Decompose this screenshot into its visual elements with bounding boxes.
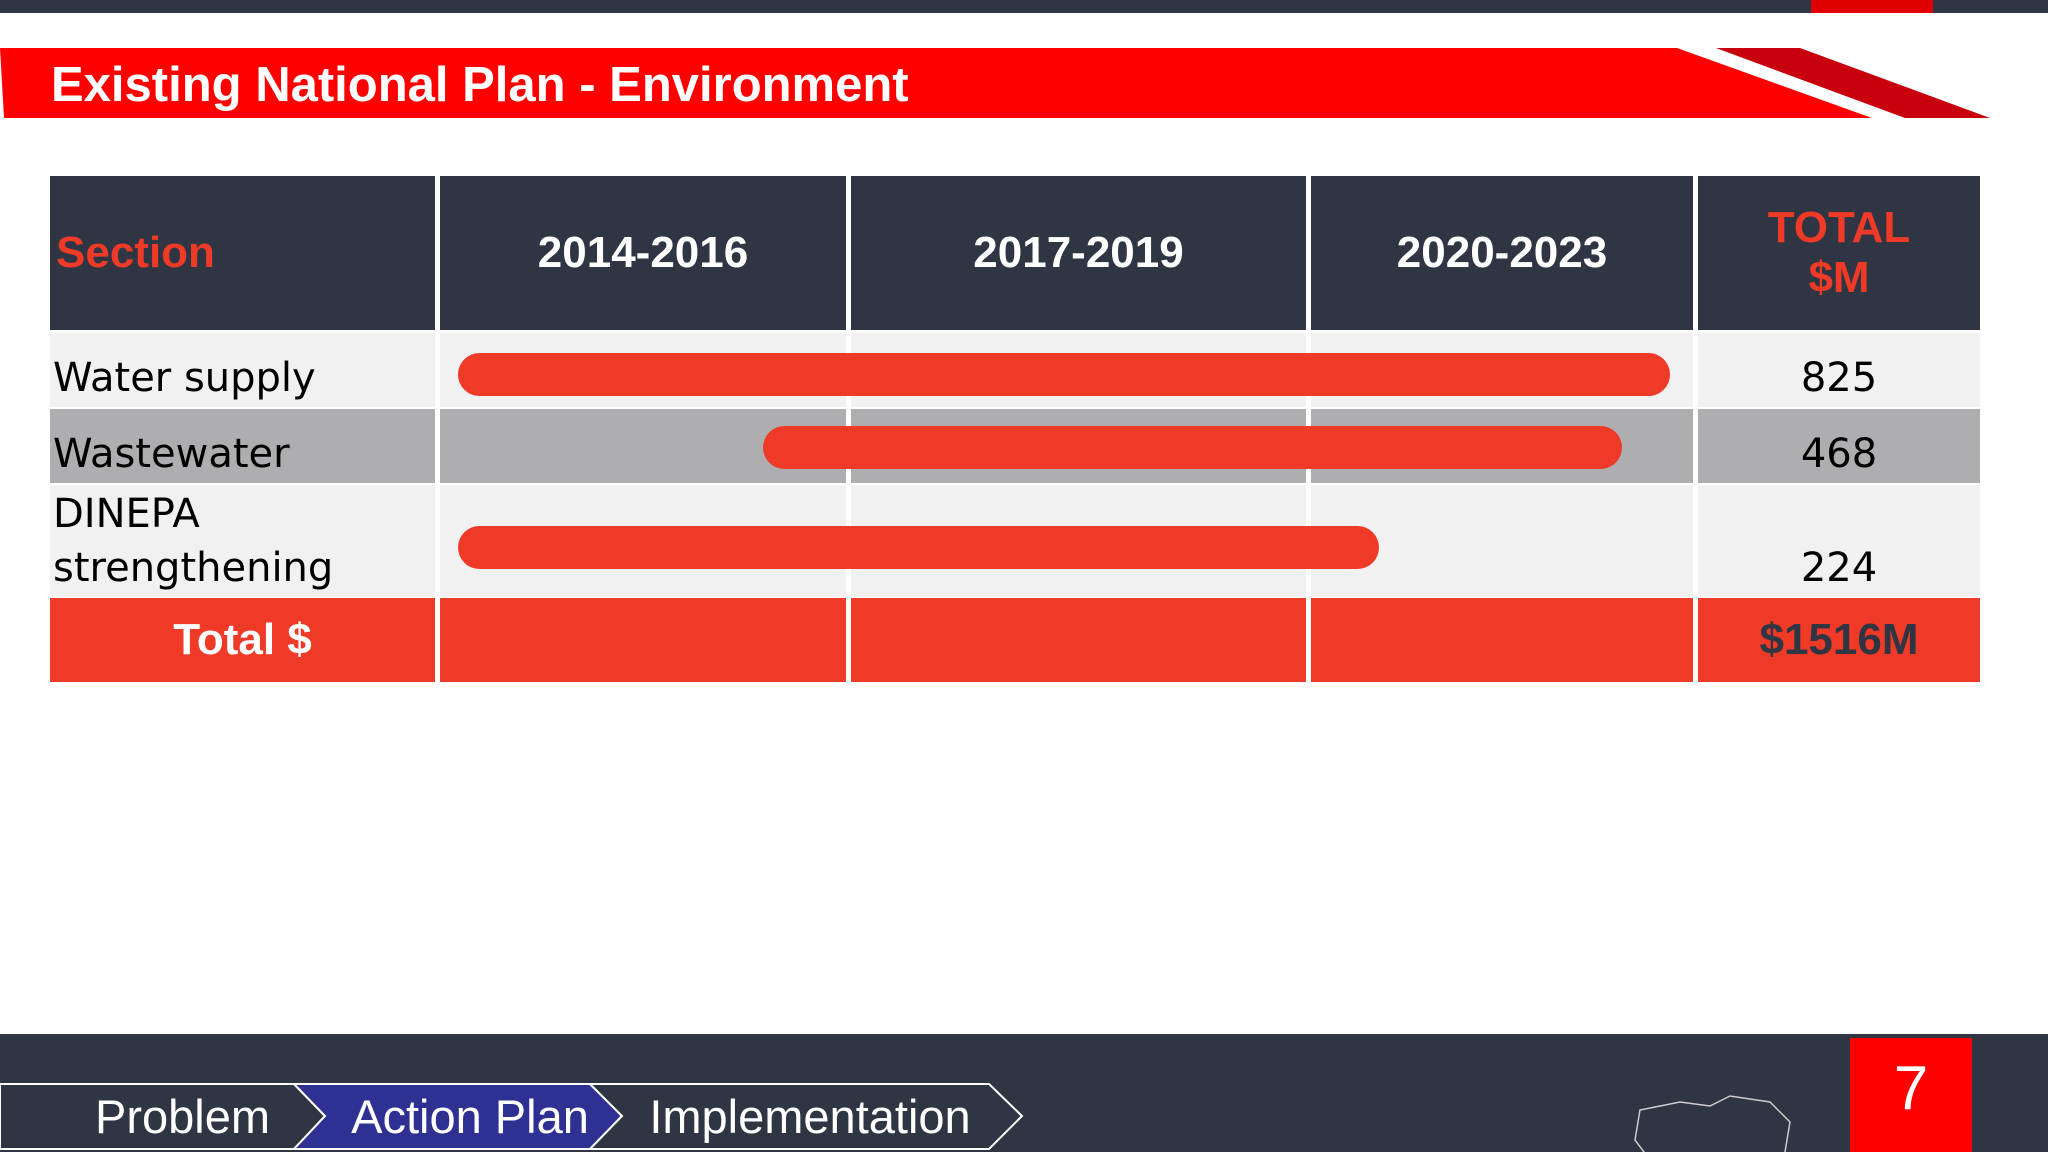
nav-chevron (587, 1083, 1024, 1150)
title-accent (1716, 48, 1990, 118)
nav-item[interactable]: Problem (94, 1090, 270, 1143)
row-label: Water supply (50, 333, 435, 407)
page-number: 7 (1893, 1053, 1929, 1123)
row-label: DINEPA strengthening (50, 485, 435, 597)
map-icon (1634, 1095, 1791, 1152)
total-cell (1311, 598, 1693, 682)
top-accent (1811, 0, 1933, 13)
total-cell (851, 598, 1306, 682)
timeline-bar (458, 526, 1379, 569)
column-header: TOTAL $M (1698, 176, 1980, 330)
total-label: Total $ (50, 598, 435, 682)
timeline-bar (458, 353, 1670, 396)
top-band (0, 0, 2048, 13)
column-header: 2020-2023 (1311, 176, 1693, 330)
title-band (0, 48, 1872, 118)
total-value: $1516M (1698, 598, 1980, 682)
nav-item[interactable]: Action Plan (351, 1090, 589, 1143)
row-total: 825 (1698, 333, 1980, 407)
column-header: 2014-2016 (440, 176, 846, 330)
row-total: 224 (1698, 485, 1980, 597)
column-header: 2017-2019 (851, 176, 1306, 330)
page-box (1850, 1038, 1972, 1152)
row-total: 468 (1698, 409, 1980, 483)
row-label: Wastewater (50, 409, 435, 483)
column-header: Section (50, 176, 435, 330)
slide-title: Existing National Plan - Environment (51, 58, 909, 112)
nav-item[interactable]: Implementation (649, 1090, 971, 1143)
timeline-bar (763, 426, 1622, 469)
total-cell (440, 598, 846, 682)
